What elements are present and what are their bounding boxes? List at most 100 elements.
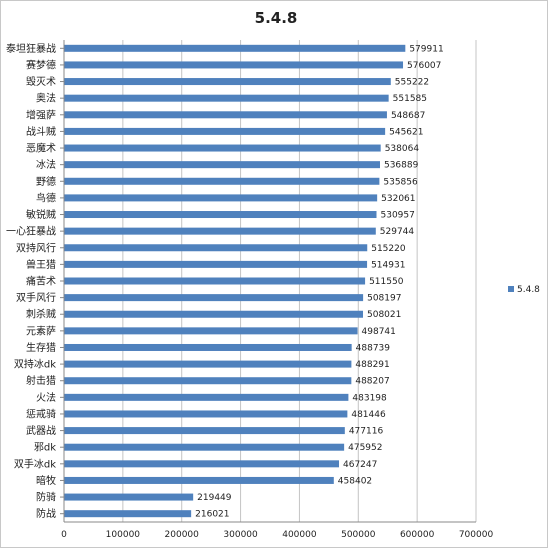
data-label: 545621 <box>389 127 423 137</box>
bar <box>64 510 192 518</box>
x-tick-label: 700000 <box>459 530 494 540</box>
data-label: 216021 <box>195 510 229 520</box>
category-label: 鸟德 <box>36 191 56 204</box>
data-label: 508021 <box>367 310 401 320</box>
x-tick-label: 0 <box>61 530 67 540</box>
category-label: 冰法 <box>36 158 56 171</box>
category-label: 武器战 <box>26 424 56 437</box>
category-label: 赛梦德 <box>26 58 56 71</box>
data-label: 498741 <box>362 327 396 337</box>
legend: 5.4.8 <box>508 285 540 295</box>
x-tick-label: 500000 <box>341 530 376 540</box>
category-label: 防战 <box>36 507 56 520</box>
data-label: 551585 <box>393 94 427 104</box>
bar <box>64 327 358 335</box>
data-label: 508197 <box>367 294 401 304</box>
bar <box>64 310 364 318</box>
category-label: 双手冰dk <box>14 457 56 470</box>
bar <box>64 111 387 119</box>
bar <box>64 94 389 102</box>
category-label: 恶魔术 <box>26 142 56 155</box>
category-label: 火法 <box>36 391 56 404</box>
bar <box>64 127 386 135</box>
category-label: 刺杀贼 <box>26 308 56 321</box>
bar <box>64 144 381 152</box>
category-label: 泰坦狂暴战 <box>6 42 56 55</box>
data-label: 511550 <box>369 277 404 287</box>
category-label: 暗牧 <box>36 474 56 487</box>
category-label: 邪dk <box>34 442 56 454</box>
data-label: 488739 <box>356 343 391 353</box>
bar <box>64 78 391 86</box>
bar <box>64 177 380 185</box>
data-label: 481446 <box>351 410 386 420</box>
category-label: 一心狂暴战 <box>6 226 56 238</box>
data-label: 515220 <box>371 244 406 254</box>
bar <box>64 360 352 368</box>
data-label: 514931 <box>371 260 405 270</box>
data-label: 475952 <box>348 443 382 453</box>
x-tick-label: 200000 <box>165 530 200 540</box>
bar <box>64 61 404 69</box>
category-label: 射击猎 <box>26 374 56 387</box>
bar <box>64 277 366 285</box>
x-tick-label: 600000 <box>400 530 435 540</box>
category-label: 敏锐贼 <box>26 208 56 221</box>
data-label: 488291 <box>355 360 389 370</box>
category-label: 兽王猎 <box>26 258 56 271</box>
category-label: 奥法 <box>36 92 56 105</box>
category-label: 战斗贼 <box>26 125 56 138</box>
bar <box>64 44 406 52</box>
bar <box>64 410 348 418</box>
category-label: 生存猎 <box>26 341 56 354</box>
data-label: 488207 <box>355 377 389 387</box>
bar-layer <box>64 44 406 518</box>
x-tick-label: 400000 <box>282 530 317 540</box>
category-label: 野德 <box>36 175 56 188</box>
category-label: 增强萨 <box>26 108 56 121</box>
category-label: 惩戒骑 <box>26 407 56 420</box>
axis-layer: 0 100000 200000 300000 400000 500000 600000 700… <box>60 40 493 540</box>
bar <box>64 211 377 219</box>
category-label: 双持冰dk <box>14 358 56 371</box>
x-tick-label: 100000 <box>106 530 141 540</box>
bar <box>64 493 194 501</box>
category-label: 毁灭术 <box>26 76 56 88</box>
data-label: 530957 <box>381 211 415 221</box>
data-label: 219449 <box>197 493 232 503</box>
data-label: 536889 <box>384 161 419 171</box>
bar <box>64 294 364 302</box>
category-label: 双持风行 <box>16 241 56 254</box>
bar <box>64 227 376 235</box>
bar <box>64 161 380 169</box>
data-label: 555222 <box>395 78 429 88</box>
data-label: 529744 <box>380 227 415 237</box>
category-label: 痛苦术 <box>26 275 56 288</box>
label-layer: 泰坦狂暴战 579911 赛梦德 576007 毁灭术 555222 奥法 551585 增强萨… <box>6 42 444 520</box>
data-label: 579911 <box>409 44 443 54</box>
bar <box>64 377 352 385</box>
data-label: 538064 <box>385 144 420 154</box>
bar <box>64 443 345 451</box>
bar <box>64 194 378 202</box>
data-label: 458402 <box>338 476 372 486</box>
bar <box>64 393 349 401</box>
category-label: 防骑 <box>36 491 56 504</box>
bar <box>64 244 368 252</box>
x-tick-label: 300000 <box>223 530 258 540</box>
bar <box>64 260 368 268</box>
data-label: 532061 <box>381 194 415 204</box>
data-label: 467247 <box>343 460 377 470</box>
chart-title: 5.4.8 <box>254 9 298 27</box>
data-label: 576007 <box>407 61 441 71</box>
bar <box>64 427 345 435</box>
category-label: 元素萨 <box>26 324 56 337</box>
bar <box>64 343 352 351</box>
bar <box>64 460 340 468</box>
data-label: 483198 <box>352 393 387 403</box>
bar <box>64 476 334 484</box>
data-label: 535856 <box>383 177 418 187</box>
legend-swatch <box>508 286 514 292</box>
data-label: 548687 <box>391 111 425 121</box>
